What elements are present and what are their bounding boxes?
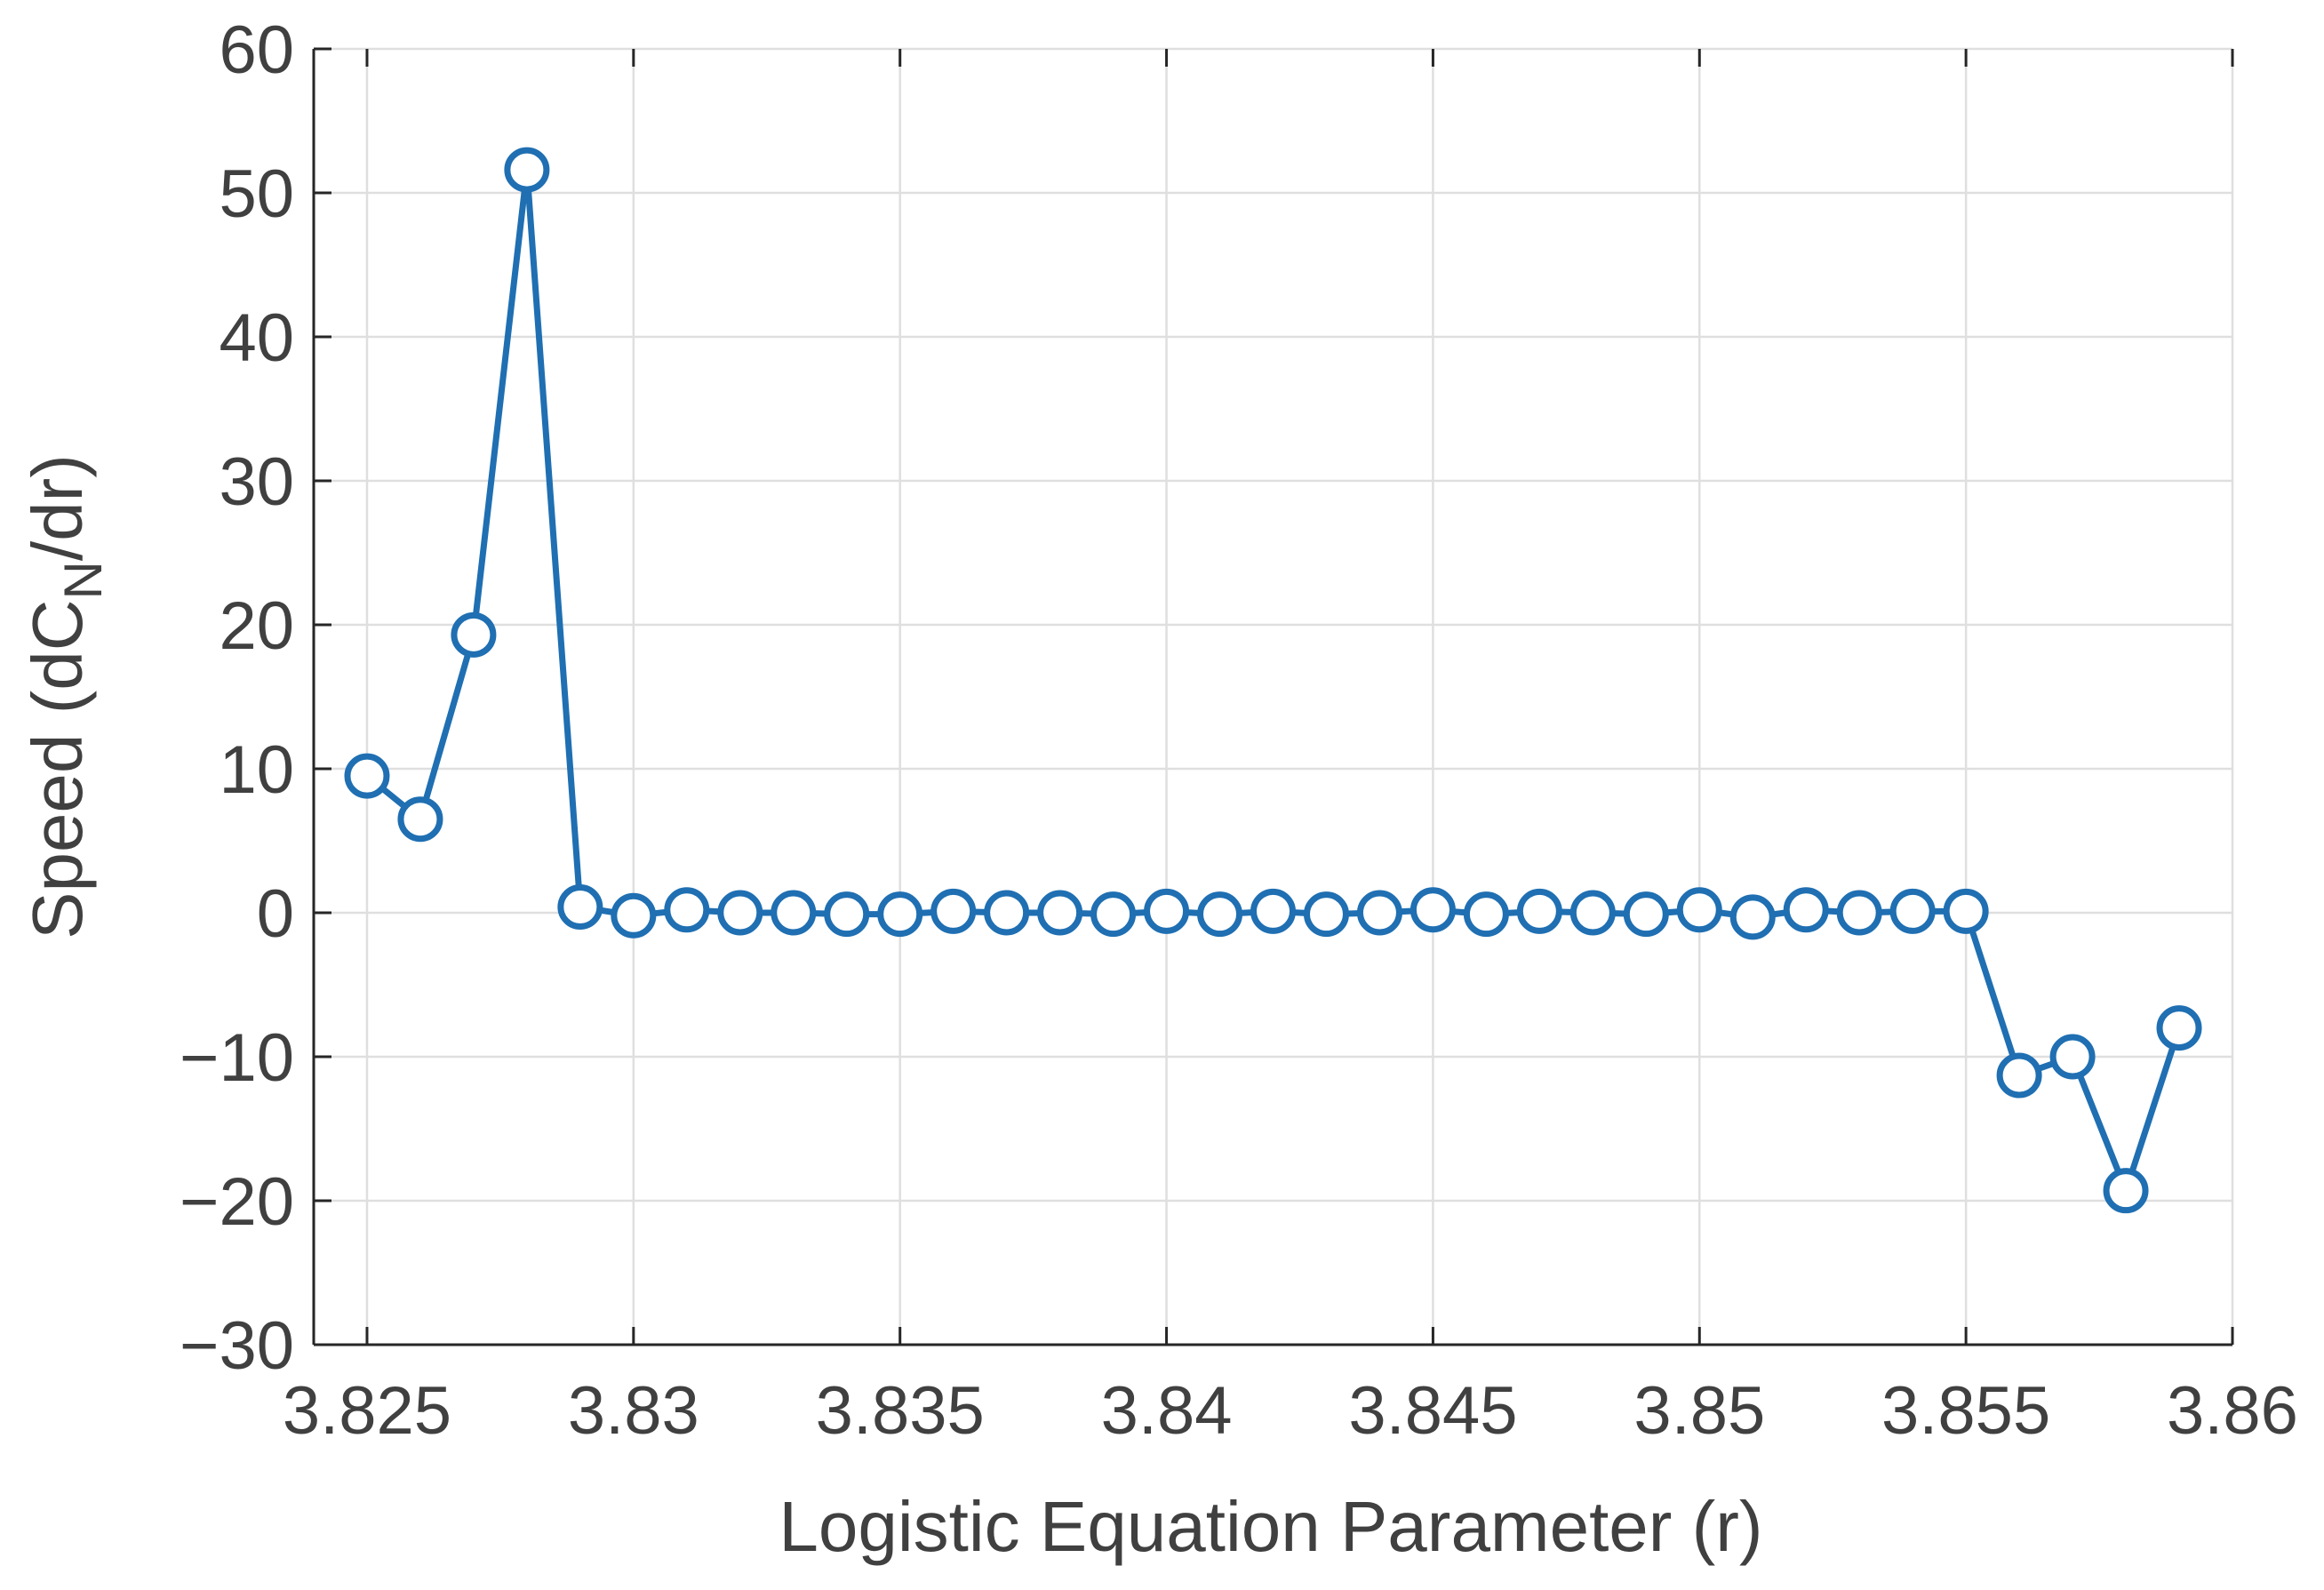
data-point	[1250, 888, 1296, 934]
x-tick-label: 3.835	[816, 1373, 985, 1449]
axes	[312, 49, 2232, 1346]
data-point	[1197, 891, 1243, 938]
data-point	[1729, 894, 1776, 940]
data-point	[1783, 887, 1829, 933]
data-point	[824, 891, 870, 938]
series	[344, 147, 2202, 1214]
data-point	[1996, 1052, 2042, 1099]
x-tick-label: 3.845	[1348, 1373, 1517, 1449]
grid-lines	[314, 47, 2234, 1346]
data-point	[1037, 890, 1083, 936]
x-tick-label: 3.825	[283, 1373, 451, 1449]
data-point	[1144, 888, 1190, 934]
data-point	[1676, 887, 1722, 933]
x-tick-labels: 3.825 3.83 3.835 3.84 3.845 3.85 3.855 3.86	[283, 1373, 2298, 1449]
y-tick-label: 40	[219, 300, 294, 376]
data-point	[611, 892, 657, 939]
y-tick-label: −20	[180, 1164, 294, 1240]
data-point	[1090, 891, 1137, 938]
data-point	[557, 884, 603, 931]
data-point	[717, 890, 763, 936]
y-tick-label: 50	[219, 156, 294, 232]
data-point	[771, 890, 817, 936]
data-point	[1356, 890, 1402, 936]
y-tick-label: 10	[219, 732, 294, 808]
y-axis-label-after: /dr)	[18, 454, 97, 561]
data-point	[1943, 888, 1989, 934]
data-point	[1516, 888, 1562, 934]
x-tick-label: 3.85	[1633, 1373, 1765, 1449]
data-point	[2049, 1034, 2096, 1080]
series-line	[364, 166, 2183, 1194]
y-tick-label: 60	[219, 12, 294, 88]
data-point	[1569, 890, 1616, 936]
y-axis-label: Speed (dCN/dr)	[18, 454, 113, 939]
data-point	[1623, 891, 1669, 938]
data-point	[1303, 891, 1349, 938]
data-point	[877, 891, 923, 938]
y-tick-label: −10	[180, 1020, 294, 1096]
data-point	[1836, 890, 1882, 936]
data-point	[664, 887, 710, 933]
x-tick-label: 3.84	[1101, 1373, 1233, 1449]
data-point	[2103, 1168, 2149, 1214]
data-point	[451, 611, 497, 658]
y-axis-label-before: Speed (dC	[18, 599, 97, 939]
data-point	[1410, 887, 1456, 933]
y-tick-label: 0	[257, 876, 294, 952]
data-point	[344, 753, 390, 799]
x-tick-label: 3.83	[568, 1373, 699, 1449]
data-point	[930, 888, 977, 934]
x-tick-label: 3.86	[2167, 1373, 2298, 1449]
data-point	[1889, 888, 1936, 934]
y-axis-label-subscript: N	[53, 561, 113, 599]
y-tick-label: 20	[219, 588, 294, 664]
x-axis-label: Logistic Equation Parameter (r)	[779, 1487, 1762, 1566]
tick-marks	[314, 47, 2234, 1346]
x-tick-label: 3.855	[1881, 1373, 2050, 1449]
data-point	[397, 796, 443, 843]
data-point	[504, 147, 550, 193]
y-tick-label: 30	[219, 444, 294, 520]
data-point	[1463, 891, 1509, 938]
data-point	[984, 890, 1030, 936]
y-tick-labels: −30 −20 −10 0 10 20 30 40 50 60	[180, 12, 294, 1384]
data-point	[2156, 1005, 2202, 1051]
y-tick-label: −30	[180, 1308, 294, 1384]
